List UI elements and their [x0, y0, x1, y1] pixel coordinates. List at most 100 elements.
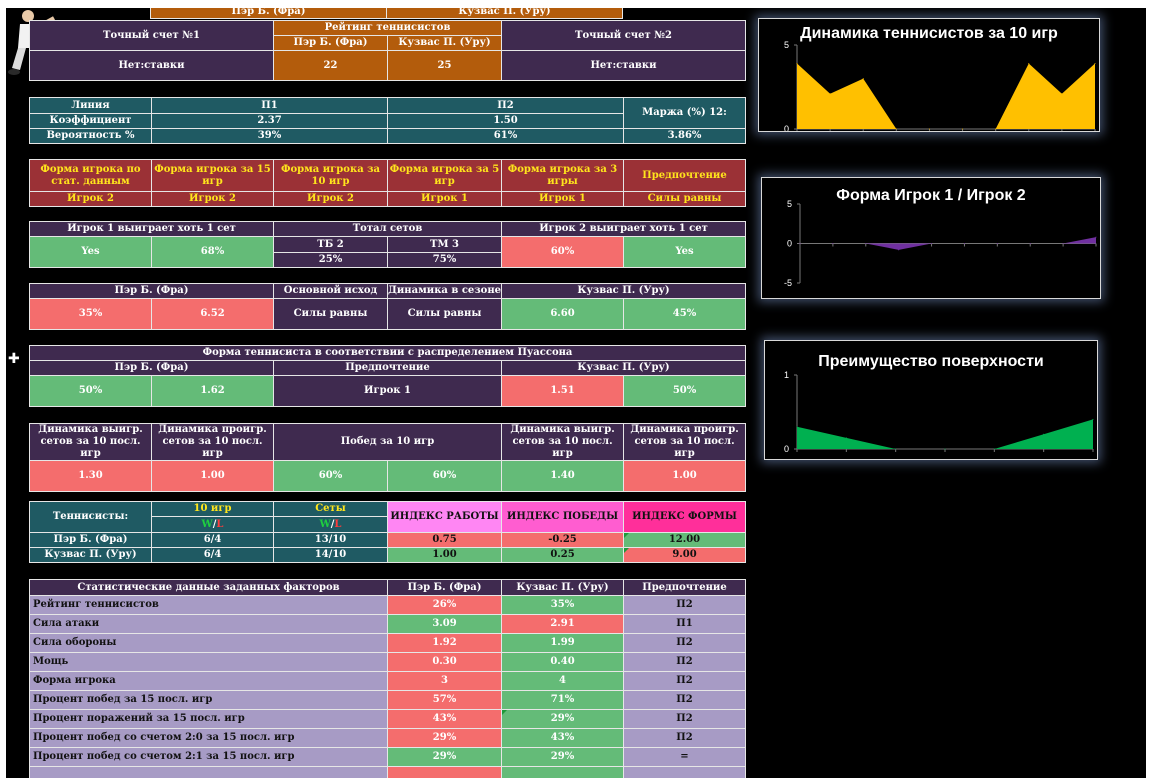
outcome-p2-name: Кузвас П. (Уру)	[500, 283, 747, 299]
stat-p1: 29%	[387, 747, 502, 767]
data-point	[993, 448, 995, 450]
stat-p1: 1.92	[387, 633, 502, 653]
form-chart-plot: 5 0 -5	[784, 199, 1097, 288]
rating-player1-name: Пэр Б. (Фра)	[273, 35, 388, 51]
total-sets-label: Тотал сетов	[273, 221, 502, 237]
wins-10-label: Побед за 10 игр	[272, 423, 503, 461]
p1-win-set-yes: Yes	[29, 236, 152, 268]
stats-header-factor: Статистические данные заданных факторов	[29, 579, 388, 596]
data-point	[829, 93, 831, 95]
index-row-p2-form: 9.00	[623, 547, 746, 563]
y-tick-label: 1	[784, 370, 789, 380]
table-row: Сила атаки 3.09 2.91 П1	[29, 614, 746, 634]
stat-pref: П2	[623, 690, 746, 710]
table-row: Сила обороны 1.92 1.99 П2	[29, 633, 746, 653]
p1-won-sets-value: 1.30	[29, 460, 152, 492]
stat-p2: 2.91	[501, 614, 624, 634]
stat-p1: 26%	[387, 595, 502, 615]
stat-p1: 3	[387, 671, 502, 691]
data-point	[944, 448, 946, 450]
poisson-p1-name: Пэр Б. (Фра)	[29, 360, 274, 376]
spreadsheet-area: Пэр Б. (Фра) Кузвас П. (Уру) Точный счет…	[6, 8, 1146, 778]
p1-wins-value: 60%	[273, 460, 388, 492]
data-point	[1094, 62, 1096, 64]
stat-p2: 35%	[501, 595, 624, 615]
outcome-p1-pct: 35%	[29, 298, 152, 330]
dynamics-chart-plot: 50	[784, 40, 1096, 131]
stat-pref: =	[623, 747, 746, 767]
stat-pref: П2	[623, 633, 746, 653]
p2-won-sets-label: Динамика выигр. сетов за 10 посл. игр	[501, 423, 625, 461]
coef-label: Коэффициент	[29, 113, 152, 129]
data-point	[1028, 62, 1030, 64]
p2-won-sets-value: 1.40	[501, 460, 625, 492]
p1-win-set-pct: 68%	[151, 236, 274, 268]
stat-p2: 0.40	[501, 652, 624, 672]
y-tick-label: 5	[787, 199, 792, 209]
data-point	[796, 62, 798, 64]
data-point	[995, 128, 997, 130]
stats-table: Статистические данные заданных факторов …	[29, 579, 746, 778]
poisson-table: Форма теннисиста в соответствии с распре…	[28, 345, 747, 407]
data-point	[1062, 243, 1064, 244]
p2-lost-sets-label: Динамика проигр. сетов за 10 посл. игр	[623, 423, 747, 461]
work-index-label: ИНДЕКС РАБОТЫ	[387, 501, 502, 533]
poisson-p1-pct: 50%	[29, 375, 152, 407]
stats-header-pref: Предпочтение	[623, 579, 746, 596]
index-row-p2-games: 6/4	[151, 547, 274, 563]
data-point	[1095, 236, 1097, 238]
outcome-p1-coef: 6.52	[151, 298, 274, 330]
p2-wins-value: 60%	[386, 460, 503, 492]
y-tick-label: 0	[787, 239, 792, 249]
rating-player2-name: Кузвас П. (Уру)	[387, 35, 502, 51]
outcome-p1-name: Пэр Б. (Фра)	[29, 283, 274, 299]
chart-title: Форма Игрок 1 / Игрок 2	[836, 187, 1026, 204]
form-index-label: ИНДЕКС ФОРМЫ	[623, 501, 746, 533]
data-point	[862, 78, 864, 80]
exact-score-2-value: Нет:ставки	[501, 50, 746, 81]
form-header-5: Форма игрока за 5 игр	[387, 159, 502, 192]
stat-p1: 0.30	[387, 652, 502, 672]
index-row-p2-sets: 14/10	[273, 547, 388, 563]
exact-score-1-label: Точный счет №1	[29, 20, 274, 51]
data-point	[963, 243, 965, 244]
form-value-5: Игрок 1	[387, 191, 502, 207]
data-point	[928, 128, 930, 130]
stat-pref: П1	[623, 614, 746, 634]
table-row: Мощь 0.30 0.40 П2	[29, 652, 746, 672]
index-row-p1-sets: 13/10	[273, 532, 388, 548]
index-row-p2-name: Кузвас П. (Уру)	[29, 547, 152, 563]
table-row: Процент поражений за 15 посл. игр 43% 29…	[29, 709, 746, 729]
odds-table: Линия П1 П2 Маржа (%) 12: Коэффициент 2.…	[29, 97, 746, 144]
data-point	[845, 437, 847, 439]
y-tick-label: 0	[784, 444, 789, 454]
games-wl-legend: W/L	[151, 516, 274, 533]
coef-p1: 2.37	[151, 113, 388, 129]
prob-p2: 61%	[387, 128, 624, 144]
data-point	[962, 128, 964, 130]
form-header-stat: Форма игрока по стат. данным	[29, 159, 152, 192]
tm-label: ТМ 3	[387, 236, 502, 253]
stats-header-p1: Пэр Б. (Фра)	[387, 579, 502, 596]
y-tick-label: 0	[784, 124, 789, 131]
line-label: Линия	[29, 97, 152, 114]
chart-title: Преимущество поверхности	[818, 353, 1044, 370]
data-point	[898, 249, 900, 251]
stat-pref: П2	[623, 652, 746, 672]
table-row: Процент побед со счетом 2:1 за 15 посл. …	[29, 747, 746, 767]
data-point	[931, 243, 933, 244]
rating-title: Рейтинг теннисистов	[273, 20, 502, 36]
area-series	[797, 419, 1093, 449]
data-point	[895, 128, 897, 130]
season-dynamics-value: Силы равны	[387, 298, 502, 330]
main-outcome-label: Основной исход	[273, 283, 388, 299]
margin-label: Маржа (%) 12:	[623, 97, 746, 129]
p2-header: П2	[387, 97, 624, 114]
stat-label: Процент побед за 15 посл. игр	[29, 690, 388, 710]
data-point	[1043, 433, 1045, 435]
season-dynamics-label: Динамика в сезоне	[387, 283, 502, 299]
chart-title: Динамика теннисистов за 10 игр	[800, 25, 1058, 42]
poisson-pref-label: Предпочтение	[273, 360, 502, 376]
index-row-p2-work: 1.00	[387, 547, 502, 563]
